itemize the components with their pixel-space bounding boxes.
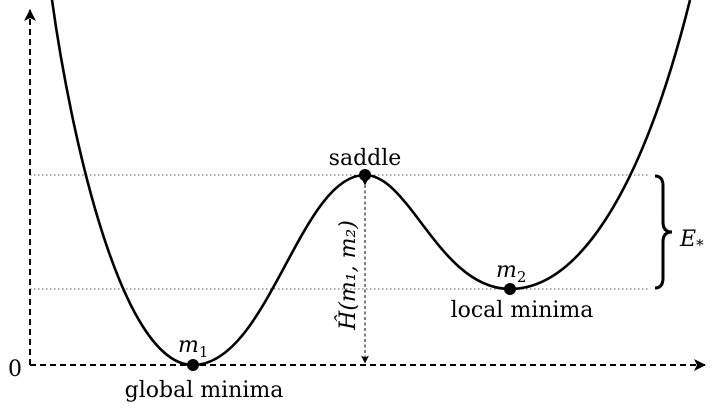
origin-label: 0 bbox=[8, 357, 22, 382]
energy-gap-label-sub: * bbox=[696, 236, 704, 254]
m1-label: m1 bbox=[178, 333, 208, 361]
energy-gap-label: E* bbox=[679, 227, 704, 254]
energy-gap-brace bbox=[654, 174, 673, 290]
saddle-label: saddle bbox=[329, 146, 402, 171]
local-minimum-point bbox=[504, 283, 516, 295]
barrier-height-label: Ĥ(m₁, m₂) bbox=[334, 220, 361, 331]
m2-label-main: m bbox=[496, 258, 517, 283]
saddle-point bbox=[359, 169, 371, 181]
m1-label-sub: 1 bbox=[199, 343, 209, 361]
m1-label-main: m bbox=[178, 333, 199, 358]
global-minimum-point bbox=[187, 359, 199, 371]
energy-curve bbox=[50, 0, 692, 367]
m2-label: m2 bbox=[496, 258, 526, 286]
local-minima-label: local minima bbox=[451, 298, 594, 323]
global-minima-label: global minima bbox=[125, 378, 284, 403]
energy-gap-label-main: E bbox=[679, 227, 696, 252]
m2-label-sub: 2 bbox=[517, 268, 527, 286]
